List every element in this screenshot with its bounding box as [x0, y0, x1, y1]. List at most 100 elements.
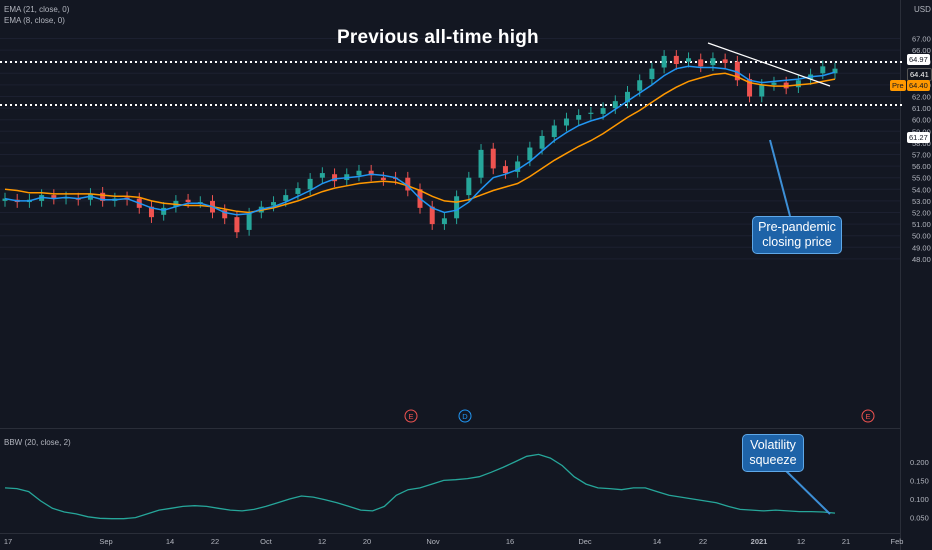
candle-body — [747, 79, 753, 97]
event-marker — [861, 409, 875, 423]
candle-body — [710, 58, 716, 66]
candle-body — [405, 177, 411, 191]
callout-pointer — [779, 464, 831, 515]
candle-body — [625, 91, 630, 103]
candle-body — [161, 207, 167, 215]
pre-pandemic-callout: Pre-pandemic closing price — [752, 216, 842, 254]
candle-body — [661, 55, 667, 68]
ema21-legend: EMA (21, close, 0) — [4, 5, 70, 14]
time-axis-tick: 21 — [842, 537, 850, 546]
price-axis-border — [900, 0, 901, 550]
candle-body — [527, 147, 533, 161]
time-axis-tick: Sep — [99, 537, 112, 546]
volatility-callout: Volatility squeeze — [742, 434, 804, 472]
candle-body — [649, 68, 655, 80]
ema8-line — [4, 65, 836, 216]
candle-body — [51, 195, 57, 199]
candle-body — [612, 101, 618, 109]
time-axis-tick: 16 — [506, 537, 514, 546]
price-axis-tick: 67.00 — [912, 35, 931, 44]
candle-body — [820, 66, 826, 74]
bbw-line — [4, 453, 836, 520]
time-axis-tick: 20 — [363, 537, 371, 546]
price-axis-tick: 49.00 — [912, 243, 931, 252]
candle-body — [185, 199, 191, 203]
candle-body — [441, 218, 447, 225]
bbw-legend: BBW (20, close, 2) — [4, 438, 71, 447]
event-marker-label: E — [865, 412, 870, 421]
candle-body — [759, 84, 765, 97]
callout-pointer — [769, 139, 791, 217]
price-axis-tick: 62.00 — [912, 93, 931, 102]
price-axis-tick: 59.00 — [912, 127, 931, 136]
time-axis-tick: 14 — [166, 537, 174, 546]
candle-body — [686, 58, 692, 62]
candle-body — [271, 202, 277, 206]
time-axis-tick: Feb — [891, 537, 904, 546]
event-marker-label: E — [408, 412, 413, 421]
pre-market-tag: Pre — [890, 80, 906, 91]
pre-market-price-tag: 64.40 — [907, 80, 930, 91]
time-axis-border — [0, 533, 900, 534]
bbw-axis-tick: 0.200 — [910, 458, 929, 467]
candle-body — [454, 196, 460, 219]
event-marker — [458, 409, 472, 423]
candle-body — [429, 206, 435, 225]
candle-body — [466, 177, 472, 196]
candle-body — [722, 59, 728, 63]
candle-body — [502, 166, 508, 174]
candle-body — [576, 115, 582, 120]
candle-body — [490, 148, 496, 169]
candle-body — [795, 80, 801, 88]
price-axis-tick: 58.00 — [912, 139, 931, 148]
bbw-axis-tick: 0.150 — [910, 476, 929, 485]
candle-body — [515, 161, 521, 172]
candle-body — [2, 198, 8, 201]
candle-body — [380, 177, 386, 181]
price-axis-tick: 61.00 — [912, 104, 931, 113]
candle-body — [771, 82, 777, 85]
bbw-axis-tick: 0.100 — [910, 495, 929, 504]
candle-body — [234, 217, 240, 233]
candle-body — [368, 170, 374, 176]
ema21-line — [4, 72, 836, 214]
currency-label: USD — [914, 5, 931, 14]
price-axis-tick: 52.00 — [912, 209, 931, 218]
candle-body — [588, 112, 594, 114]
price-axis-tick: 51.00 — [912, 220, 931, 229]
time-axis-tick: 12 — [318, 537, 326, 546]
price-axis-tick: 56.00 — [912, 162, 931, 171]
candle-body — [295, 188, 301, 194]
candle-body — [698, 59, 704, 67]
chart-title: Previous all-time high — [337, 27, 539, 48]
time-axis-tick: 12 — [797, 537, 805, 546]
price-axis-tick: 50.00 — [912, 232, 931, 241]
price-axis-tick: 60.00 — [912, 116, 931, 125]
price-axis-tick: 54.00 — [912, 185, 931, 194]
candle-body — [673, 55, 679, 65]
pre-pandemic-price-tag: 61.27 — [907, 132, 930, 143]
candle-body — [356, 170, 362, 176]
trend-line — [707, 42, 831, 87]
candle-body — [563, 118, 569, 126]
candle-body — [539, 135, 545, 149]
ath-price-tag: 64.97 — [907, 54, 930, 65]
time-axis-tick: 17 — [4, 537, 12, 546]
candle-body — [246, 213, 252, 230]
price-axis-tick: 48.00 — [912, 255, 931, 264]
candle-body — [478, 149, 484, 178]
pane-separator — [0, 428, 900, 429]
time-axis-tick: Nov — [426, 537, 440, 546]
price-axis-tick: 55.00 — [912, 174, 931, 183]
price-axis-tick: 66.00 — [912, 46, 931, 55]
candle-body — [600, 108, 606, 114]
time-axis-tick: 22 — [211, 537, 219, 546]
event-marker-label: D — [462, 412, 468, 421]
ema8-legend: EMA (8, close, 0) — [4, 16, 65, 25]
candle-body — [832, 68, 838, 74]
candle-body — [222, 210, 228, 219]
candle-body — [319, 173, 325, 178]
price-axis-tick: 57.00 — [912, 151, 931, 160]
